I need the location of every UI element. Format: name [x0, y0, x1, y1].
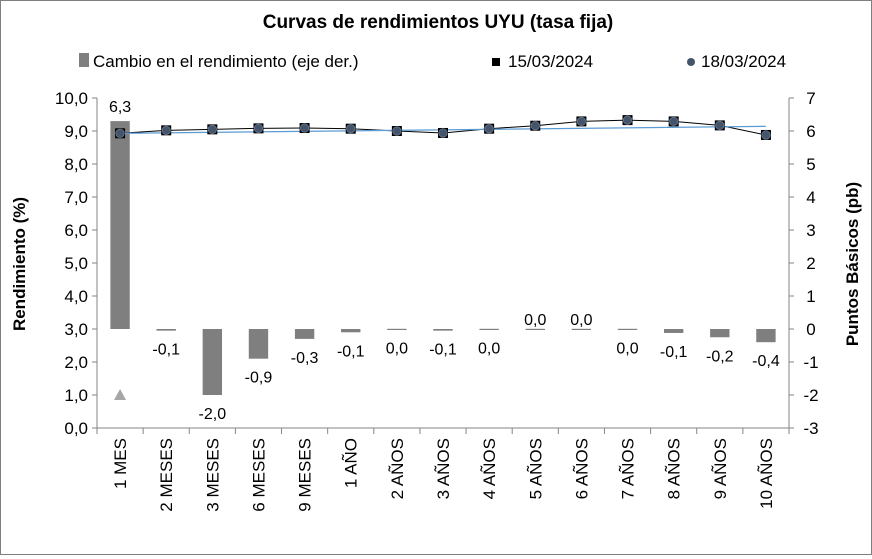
left-tick-label: 2,0 [64, 353, 88, 372]
change-bar [387, 328, 407, 330]
change-bar [617, 328, 638, 330]
x-tick-label: 5 AÑOS [526, 438, 545, 499]
x-tick-label: 2 MESES [157, 438, 176, 512]
marker-18-03 [715, 120, 725, 130]
x-tick-label: 7 AÑOS [619, 438, 638, 499]
bar-value-label: 6,3 [109, 99, 131, 116]
change-bar [571, 328, 592, 330]
marker-18-03 [484, 124, 494, 134]
marker-18-03 [576, 116, 587, 127]
x-tick-label: 8 AÑOS [665, 438, 684, 499]
bar-value-label: -0,9 [245, 370, 273, 387]
left-tick-label: 10,0 [55, 89, 88, 108]
x-tick-label: 3 AÑOS [434, 438, 453, 499]
bar-value-label: 0,0 [524, 312, 546, 329]
right-axis-title: Puntos Básicos (pb) [843, 182, 862, 346]
change-bar [341, 329, 361, 333]
left-tick-label: 1,0 [64, 386, 88, 405]
right-tick-label: 3 [806, 221, 815, 240]
change-bar [202, 329, 223, 395]
marker-18-03 [161, 125, 171, 135]
marker-18-03 [115, 128, 125, 138]
legend: Cambio en el rendimiento (eje der.) 15/0… [79, 52, 786, 71]
left-tick-label: 7,0 [64, 188, 88, 207]
change-bar [294, 329, 315, 339]
legend-swatch-bar [79, 53, 89, 67]
triangle-marker [114, 389, 127, 400]
x-tick-label: 1 AÑO [342, 438, 361, 488]
marker-18-03 [207, 124, 217, 134]
left-tick-label: 8,0 [64, 155, 88, 174]
left-tick-label: 9,0 [64, 122, 88, 141]
bar-value-label: 0,0 [616, 341, 638, 358]
legend-label-date-1: 15/03/2024 [508, 52, 593, 71]
change-bar [433, 329, 453, 331]
right-tick-label: 7 [806, 89, 815, 108]
right-tick-label: 5 [806, 155, 815, 174]
marker-18-03 [253, 123, 264, 133]
left-tick-label: 0,0 [64, 419, 88, 438]
bar-value-label: -2,0 [199, 406, 227, 423]
x-tick-label: 2 AÑOS [388, 438, 407, 499]
chart-title: Curvas de rendimientos UYU (tasa fija) [263, 12, 614, 33]
x-tick-label: 3 MESES [203, 438, 222, 512]
left-axis-title: Rendimiento (%) [10, 197, 29, 331]
marker-18-03 [669, 116, 679, 127]
left-tick-label: 4,0 [64, 287, 88, 306]
legend-swatch-square [492, 58, 500, 66]
change-bar [710, 329, 730, 338]
change-bar [663, 329, 684, 333]
bar-value-label: -0,1 [152, 342, 180, 359]
change-bar [479, 328, 499, 330]
bar-value-label: -0,1 [337, 343, 365, 360]
left-tick-label: 5,0 [64, 254, 88, 273]
x-tick-label: 9 AÑOS [711, 438, 730, 499]
right-tick-label: 2 [806, 254, 815, 273]
right-tick-label: -1 [803, 353, 818, 372]
plot-area: 0,01,02,03,04,05,06,07,08,09,010,0-3-2-1… [55, 89, 819, 512]
left-tick-label: 3,0 [64, 320, 88, 339]
bar-value-label: -0,2 [706, 348, 734, 365]
bar-value-label: 0,0 [570, 312, 592, 329]
marker-18-03 [392, 126, 402, 136]
bar-value-label: 0,0 [478, 341, 500, 358]
change-bar [248, 329, 269, 359]
marker-18-03 [438, 128, 448, 138]
marker-18-03 [761, 130, 771, 140]
right-tick-label: -3 [803, 419, 818, 438]
right-tick-label: 4 [806, 188, 815, 207]
marker-18-03 [530, 121, 540, 131]
x-tick-label: 6 MESES [249, 438, 268, 512]
bar-value-label: -0,4 [752, 353, 780, 370]
legend-swatch-circle [687, 58, 695, 66]
right-tick-label: 1 [806, 287, 815, 306]
x-tick-label: 10 AÑOS [757, 438, 776, 509]
bar-value-label: -0,3 [291, 350, 319, 367]
marker-18-03 [299, 123, 310, 133]
bar-value-label: -0,1 [429, 342, 457, 359]
x-tick-label: 9 MESES [296, 438, 315, 512]
x-tick-label: 6 AÑOS [572, 438, 591, 499]
marker-18-03 [622, 115, 633, 125]
marker-18-03 [346, 124, 356, 134]
legend-label-change: Cambio en el rendimiento (eje der.) [93, 52, 359, 71]
right-tick-label: 6 [806, 122, 815, 141]
right-tick-label: 0 [806, 320, 815, 339]
bar-value-label: -0,1 [660, 344, 688, 361]
change-bar [756, 329, 776, 343]
x-tick-label: 1 MES [111, 438, 130, 489]
x-tick-label: 4 AÑOS [480, 438, 499, 499]
legend-label-date-2: 18/03/2024 [701, 52, 786, 71]
change-bar [156, 329, 176, 331]
change-bar [110, 121, 130, 329]
right-tick-label: -2 [803, 386, 818, 405]
bar-value-label: 0,0 [386, 341, 408, 358]
left-tick-label: 6,0 [64, 221, 88, 240]
change-bar [525, 328, 545, 330]
